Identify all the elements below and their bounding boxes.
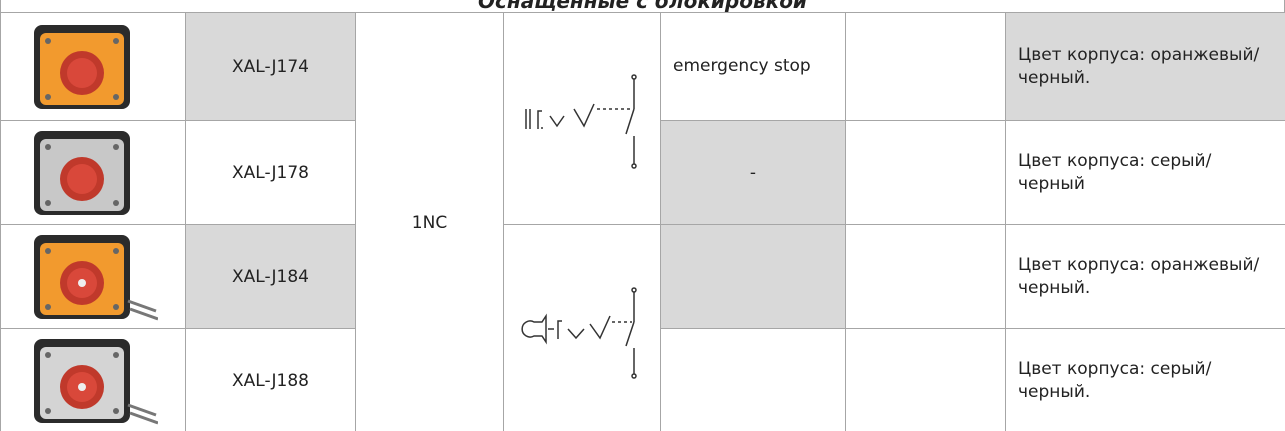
description-cell: Цвет корпуса: серый/черный. bbox=[1005, 328, 1285, 431]
table-title: Оснащенные с блокировкой bbox=[478, 0, 807, 13]
button-box-icon bbox=[34, 338, 158, 424]
label-cell bbox=[660, 328, 846, 431]
model-cell: XAL-J174 bbox=[185, 12, 356, 121]
product-image bbox=[0, 328, 186, 431]
diagram-cell bbox=[503, 224, 661, 431]
button-box-icon bbox=[34, 130, 130, 215]
description-cell: Цвет корпуса: серый/черный bbox=[1005, 120, 1285, 225]
model-cell: XAL-J178 bbox=[185, 120, 356, 225]
button-box-icon bbox=[34, 24, 130, 109]
product-image bbox=[0, 12, 186, 121]
label-cell: emergency stop bbox=[660, 12, 846, 121]
contact-diagram bbox=[521, 286, 637, 379]
model-cell: XAL-J184 bbox=[185, 224, 356, 329]
diagram-cell bbox=[503, 12, 661, 225]
contact-diagram bbox=[525, 73, 637, 169]
description-cell: Цвет корпуса: оранжевый/черный. bbox=[1005, 12, 1285, 121]
empty-cell bbox=[845, 224, 1006, 329]
label-cell bbox=[660, 224, 846, 329]
empty-cell bbox=[845, 328, 1006, 431]
model-cell: XAL-J188 bbox=[185, 328, 356, 431]
button-box-icon bbox=[34, 234, 158, 320]
product-image bbox=[0, 120, 186, 225]
empty-cell bbox=[845, 12, 1006, 121]
contacts-cell: 1NC bbox=[355, 12, 504, 431]
label-cell: - bbox=[660, 120, 846, 225]
product-image bbox=[0, 224, 186, 329]
empty-cell bbox=[845, 120, 1006, 225]
description-cell: Цвет корпуса: оранжевый/черный. bbox=[1005, 224, 1285, 329]
